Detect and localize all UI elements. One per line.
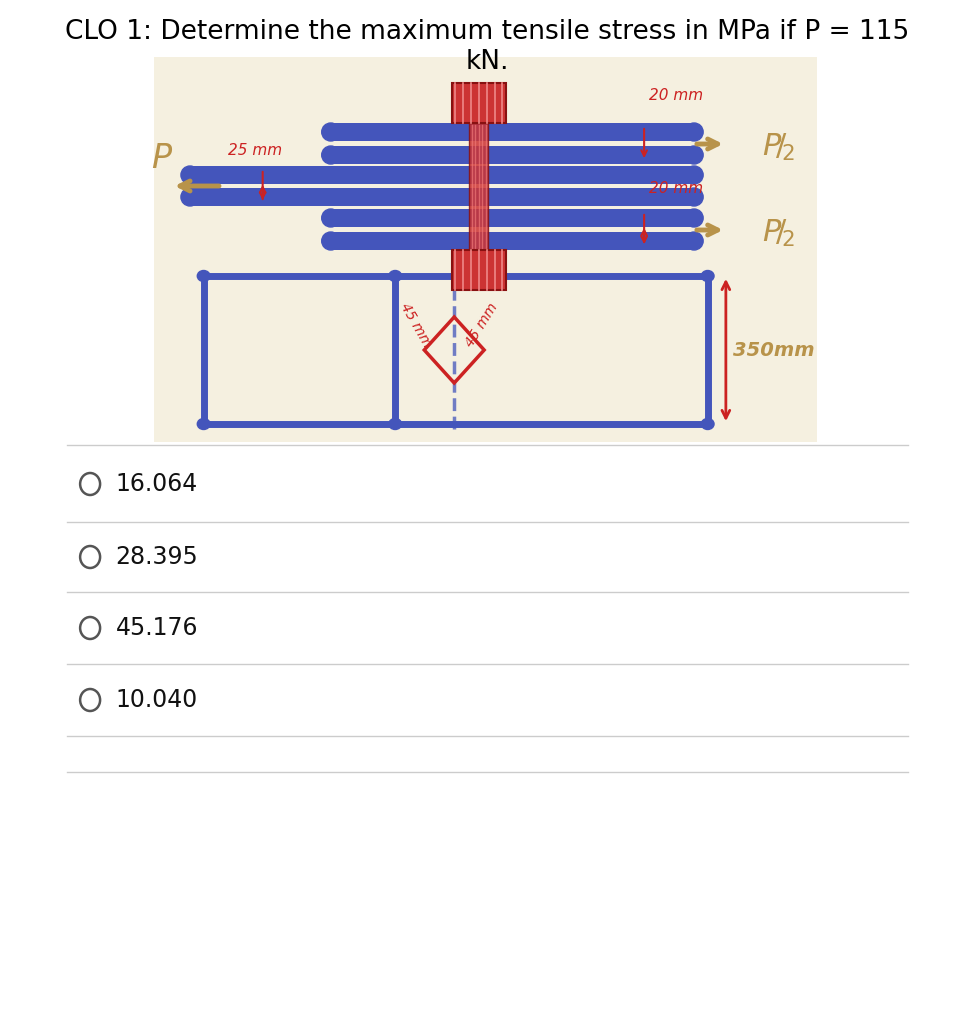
Text: 45 mm: 45 mm bbox=[463, 300, 501, 350]
Ellipse shape bbox=[389, 419, 401, 429]
Bar bbox=[154, 57, 816, 442]
Bar bbox=[331, 123, 694, 141]
Ellipse shape bbox=[198, 419, 210, 429]
Bar bbox=[190, 188, 694, 206]
Ellipse shape bbox=[685, 166, 703, 184]
Ellipse shape bbox=[181, 188, 199, 206]
Bar bbox=[331, 146, 694, 164]
Ellipse shape bbox=[198, 270, 210, 282]
Bar bbox=[469, 123, 488, 250]
Text: 16.064: 16.064 bbox=[116, 472, 198, 496]
Text: 45.176: 45.176 bbox=[116, 616, 198, 640]
Text: 20 mm: 20 mm bbox=[649, 88, 703, 103]
Ellipse shape bbox=[701, 419, 714, 429]
Bar bbox=[331, 209, 694, 227]
Text: CLO 1: Determine the maximum tensile stress in MPa if P = 115: CLO 1: Determine the maximum tensile str… bbox=[65, 19, 909, 45]
Text: 45 mm: 45 mm bbox=[397, 300, 434, 350]
Text: 28.395: 28.395 bbox=[116, 545, 199, 569]
Ellipse shape bbox=[321, 146, 340, 164]
Text: 10.040: 10.040 bbox=[116, 688, 198, 712]
Bar bbox=[452, 250, 506, 290]
Text: P: P bbox=[151, 142, 171, 175]
Text: 25 mm: 25 mm bbox=[228, 143, 282, 158]
Ellipse shape bbox=[321, 123, 340, 141]
Text: 20 mm: 20 mm bbox=[649, 181, 703, 196]
Text: kN.: kN. bbox=[466, 49, 508, 75]
Text: 350mm: 350mm bbox=[733, 341, 814, 359]
Ellipse shape bbox=[685, 209, 703, 227]
Ellipse shape bbox=[389, 270, 401, 282]
Bar bbox=[190, 166, 694, 184]
Bar bbox=[331, 232, 694, 250]
Ellipse shape bbox=[685, 232, 703, 250]
Ellipse shape bbox=[685, 123, 703, 141]
Ellipse shape bbox=[701, 270, 714, 282]
Ellipse shape bbox=[321, 209, 340, 227]
Text: $P\!/\!_2$: $P\!/\!_2$ bbox=[763, 218, 795, 249]
Ellipse shape bbox=[685, 188, 703, 206]
Ellipse shape bbox=[321, 232, 340, 250]
Ellipse shape bbox=[181, 166, 199, 184]
Bar bbox=[204, 276, 708, 424]
Bar bbox=[452, 83, 506, 123]
Ellipse shape bbox=[685, 146, 703, 164]
Text: $P\!/\!_2$: $P\!/\!_2$ bbox=[763, 131, 795, 163]
